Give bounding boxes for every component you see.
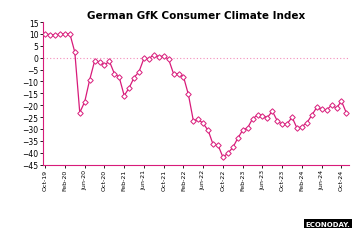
Text: ECONODAY.: ECONODAY. [306, 221, 351, 227]
Title: German GfK Consumer Climate Index: German GfK Consumer Climate Index [87, 11, 305, 21]
